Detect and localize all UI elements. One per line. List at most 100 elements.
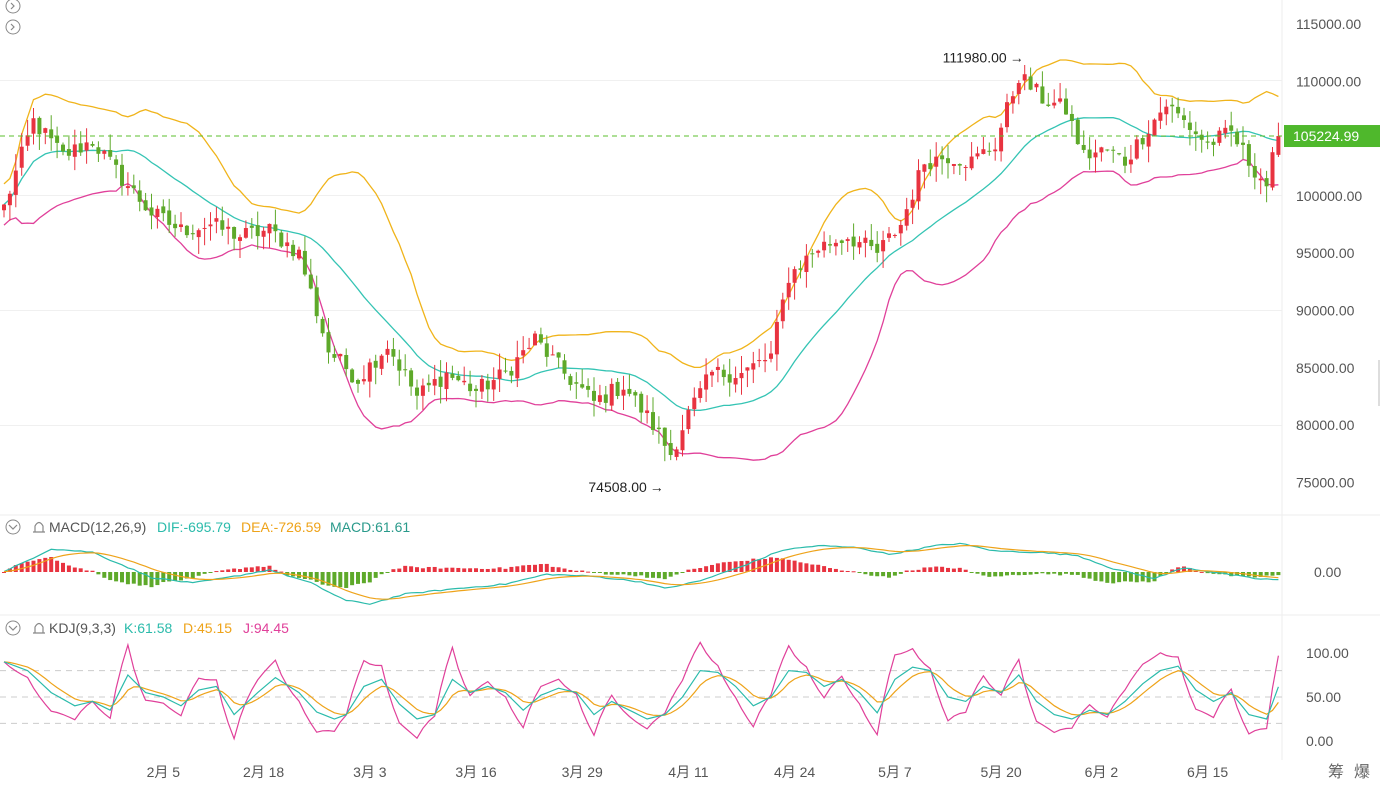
date-axis-tick: 2月 18: [243, 764, 284, 780]
macd-histogram-bar: [120, 572, 124, 583]
candle-body: [940, 155, 945, 160]
kdj-collapse-icon[interactable]: [5, 620, 21, 636]
macd-histogram-bar: [963, 569, 968, 572]
macd-histogram-bar: [533, 564, 537, 572]
candle-body: [615, 381, 620, 396]
kdj-k-line: [3, 661, 1279, 720]
liquidation-button[interactable]: 爆: [1354, 762, 1370, 781]
macd-title: MACD(12,26,9): [49, 519, 146, 535]
candle-body: [1229, 125, 1234, 131]
macd-histogram-bar: [403, 565, 408, 572]
macd-histogram-bar: [243, 567, 248, 572]
chip-distribution-button[interactable]: 筹: [1328, 763, 1344, 781]
candle-body: [190, 233, 195, 235]
macd-histogram-bar: [409, 566, 414, 572]
candle-body: [892, 235, 897, 237]
candle-body: [928, 163, 933, 170]
macd-histogram-bar: [261, 566, 266, 572]
macd-collapse-icon[interactable]: [5, 519, 21, 535]
candle-body: [898, 224, 903, 234]
candle-body: [137, 190, 142, 202]
candle-body: [704, 374, 709, 390]
candle-body: [108, 150, 113, 157]
macd-histogram-bar: [710, 564, 714, 572]
candle-body: [633, 392, 638, 396]
macd-histogram-bar: [202, 572, 207, 574]
candle-body: [202, 227, 207, 229]
macd-histogram-bar: [769, 557, 773, 572]
candle-body: [338, 353, 343, 357]
macd-histogram-bar: [993, 572, 998, 577]
candle-body: [1075, 119, 1080, 145]
macd-histogram-bar: [887, 572, 891, 578]
macd-histogram-bar: [515, 566, 520, 572]
macd-histogram-bar: [90, 570, 95, 572]
macd-histogram-bar: [208, 572, 213, 573]
macd-histogram-bar: [114, 572, 119, 582]
macd-histogram-bar: [733, 561, 738, 572]
low-price-annotation: 74508.00: [588, 479, 647, 495]
macd-histogram-bar: [668, 572, 673, 577]
candle-body: [780, 299, 785, 322]
candle-body: [609, 383, 614, 406]
candle-body: [1005, 102, 1009, 128]
macd-histogram-bar: [745, 560, 750, 572]
expand-icon[interactable]: [5, 0, 21, 14]
candle-body: [1058, 98, 1063, 102]
candle-body: [420, 385, 425, 396]
macd-bell-icon[interactable]: [33, 521, 45, 533]
candle-body: [66, 149, 71, 156]
candle-body: [715, 366, 720, 370]
macd-histogram-bar: [361, 572, 366, 584]
macd-histogram-bar: [527, 564, 532, 572]
macd-histogram-bar: [869, 572, 874, 576]
candle-body: [1128, 159, 1133, 165]
candle-body: [1164, 106, 1169, 115]
macd-histogram-bar: [1040, 572, 1045, 574]
macd-panel: [2, 542, 1281, 605]
candle-body: [1205, 141, 1210, 143]
kdj-axis-tick: 0.00: [1306, 733, 1333, 749]
candle-body: [603, 394, 608, 403]
candle-body: [78, 143, 83, 153]
candle-body: [951, 163, 956, 166]
candle-body: [1064, 98, 1068, 115]
candle-body: [1217, 130, 1222, 143]
candle-body: [31, 118, 36, 134]
candle-body: [987, 150, 992, 152]
candle-body: [1223, 127, 1228, 134]
macd-histogram-bar: [1046, 572, 1051, 575]
macd-histogram-bar: [692, 568, 697, 572]
date-axis-tick: 4月 24: [774, 764, 815, 780]
candle-body: [497, 369, 502, 379]
candle-body: [527, 347, 532, 349]
macd-histogram-bar: [1010, 572, 1015, 575]
price-axis-tick: 90000.00: [1296, 303, 1355, 319]
macd-histogram-bar: [302, 572, 307, 579]
macd-histogram-bar: [603, 572, 608, 575]
macd-histogram-bar: [125, 572, 130, 585]
scroll-handle[interactable]: [1378, 360, 1380, 406]
candle-body: [155, 208, 160, 218]
candle-body: [214, 218, 219, 222]
macd-histogram-bar: [786, 559, 791, 572]
macd-histogram-bar: [798, 562, 803, 572]
date-axis-tick: 5月 7: [878, 764, 912, 780]
candle-body: [415, 387, 419, 396]
macd-histogram-bar: [751, 558, 756, 572]
candle-body: [13, 170, 18, 195]
candle-body: [25, 135, 30, 146]
candle-body: [403, 369, 408, 371]
price-axis-tick: 85000.00: [1296, 360, 1355, 376]
candle-body: [96, 147, 101, 154]
candle-body: [291, 244, 296, 257]
kdj-bell-icon[interactable]: [33, 622, 45, 634]
expand-icon[interactable]: [5, 19, 21, 35]
macd-histogram-bar: [833, 568, 838, 572]
candle-body: [592, 390, 596, 401]
candle-body: [515, 357, 520, 379]
macd-histogram-bar: [308, 572, 313, 580]
candle-body: [1252, 166, 1257, 178]
macd-histogram-bar: [385, 572, 390, 573]
